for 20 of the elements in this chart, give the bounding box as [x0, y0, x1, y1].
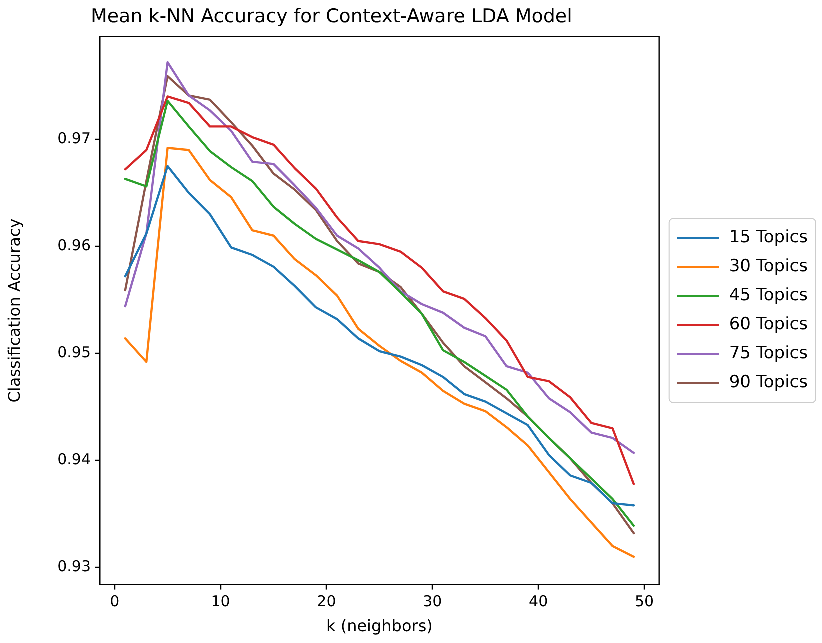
y-tick-label: 0.96: [58, 236, 91, 254]
legend-label: 15 Topics: [729, 228, 808, 248]
y-tick-label: 0.97: [58, 129, 91, 148]
y-tick-label: 0.95: [58, 344, 91, 362]
y-axis-title: Classification Accuracy: [4, 218, 24, 403]
legend-label: 45 Topics: [729, 286, 808, 306]
legend-label: 60 Topics: [729, 314, 808, 335]
x-tick-label: 50: [634, 592, 654, 611]
x-tick-label: 30: [423, 592, 442, 611]
x-tick-label: 0: [110, 592, 120, 611]
legend-label: 30 Topics: [729, 256, 808, 277]
x-axis-title: k (neighbors): [326, 616, 433, 636]
x-tick-label: 40: [529, 592, 548, 611]
legend-label: 90 Topics: [729, 372, 808, 393]
x-tick-label: 10: [211, 592, 230, 611]
x-tick-label: 20: [317, 592, 336, 611]
chart-title: Mean k-NN Accuracy for Context-Aware LDA Model: [90, 5, 572, 28]
legend-label: 75 Topics: [729, 344, 808, 364]
y-tick-label: 0.93: [58, 558, 91, 576]
y-tick-label: 0.94: [58, 450, 91, 469]
